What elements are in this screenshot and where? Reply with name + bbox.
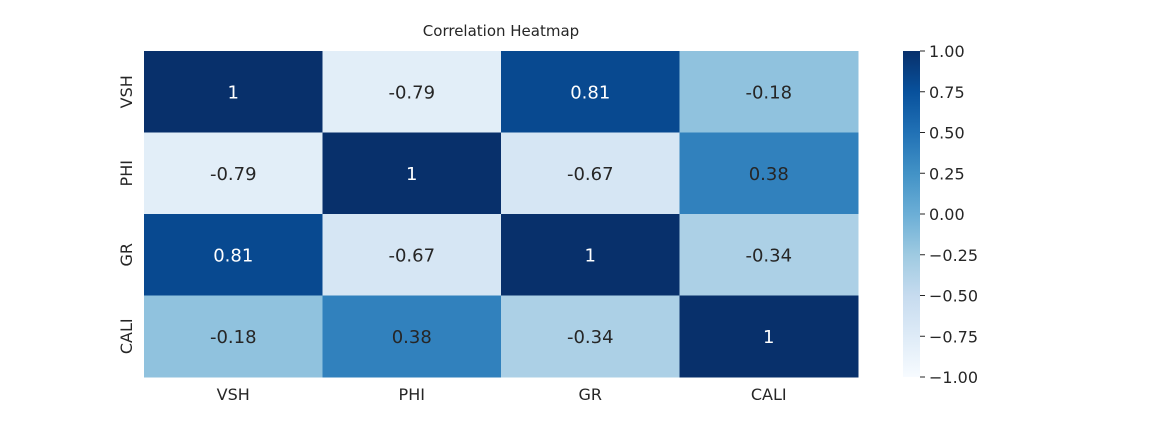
cell-annotation: 0.81	[570, 82, 610, 103]
heatmap-cell-cali-gr	[501, 295, 680, 378]
cell-annotation: -0.18	[745, 82, 792, 103]
heatmap-cell-cali-vsh	[144, 295, 323, 378]
x-tick-label-phi: PHI	[399, 385, 425, 404]
heatmap-cells: 1 -0.79 0.81 -0.18 -0.79 1 -0.67 0.38 0.81 -0.67 1…	[144, 51, 859, 378]
heatmap-cell-cali-phi	[322, 295, 502, 378]
heatmap-cell-gr-phi	[322, 214, 502, 296]
heatmap-cell-phi-cali	[679, 132, 859, 215]
y-tick-label-gr: GR	[117, 243, 136, 267]
colorbar-gradient	[903, 51, 920, 377]
x-tick-label-gr: GR	[578, 385, 602, 404]
colorbar-tick-label: 0.25	[929, 164, 965, 183]
cell-annotation: 0.38	[392, 327, 432, 348]
heatmap-cell-vsh-phi	[322, 51, 502, 133]
heatmap-cell-cali-cali	[679, 295, 859, 378]
colorbar-tick-label: 0.50	[929, 124, 965, 143]
cell-annotation: 0.38	[749, 164, 789, 185]
cell-annotation: -0.67	[567, 164, 614, 185]
cell-annotation: -0.67	[388, 245, 435, 266]
x-tick-label-vsh: VSH	[217, 385, 250, 404]
colorbar-tick-label: 0.00	[929, 205, 965, 224]
cell-annotation: -0.18	[210, 327, 257, 348]
cell-annotation: -0.79	[210, 164, 257, 185]
cell-annotation: -0.79	[388, 82, 435, 103]
colorbar-tick-label: −0.50	[929, 287, 978, 306]
cell-annotation: -0.34	[567, 327, 614, 348]
cell-annotation: -0.34	[745, 245, 792, 266]
y-tick-label-cali: CALI	[117, 318, 136, 354]
cell-annotation: 1	[763, 327, 774, 348]
heatmap-cell-gr-gr	[501, 214, 680, 296]
colorbar-tick-label: −0.25	[929, 246, 978, 265]
colorbar-tick-label: −1.00	[929, 368, 978, 387]
heatmap-cell-vsh-vsh	[144, 51, 323, 133]
heatmap-cell-phi-vsh	[144, 132, 323, 215]
cell-annotation: 1	[406, 164, 417, 185]
heatmap-cell-vsh-cali	[679, 51, 859, 133]
x-tick-label-cali: CALI	[751, 385, 787, 404]
cell-annotation: 0.81	[213, 245, 253, 266]
heatmap-cell-phi-gr	[501, 132, 680, 215]
colorbar-tick-label: 1.00	[929, 42, 965, 61]
y-axis-ticks: VSH PHI GR CALI	[117, 75, 136, 354]
colorbar-tick-label: −0.75	[929, 327, 978, 346]
cell-annotation: 1	[228, 82, 239, 103]
heatmap-cell-gr-cali	[679, 214, 859, 296]
x-axis-ticks: VSH PHI GR CALI	[217, 385, 787, 404]
cell-annotation: 1	[585, 245, 596, 266]
heatmap-cell-phi-phi	[322, 132, 502, 215]
heatmap-cell-vsh-gr	[501, 51, 680, 133]
colorbar-tick-label: 0.75	[929, 83, 965, 102]
y-tick-label-phi: PHI	[117, 160, 136, 186]
heatmap-cell-gr-vsh	[144, 214, 323, 296]
y-tick-label-vsh: VSH	[117, 75, 136, 108]
chart-title: Correlation Heatmap	[423, 22, 579, 40]
colorbar: 1.00 0.75 0.50 0.25 0.00 −0.25 −0.50 −0.75 −1.00	[903, 42, 978, 387]
